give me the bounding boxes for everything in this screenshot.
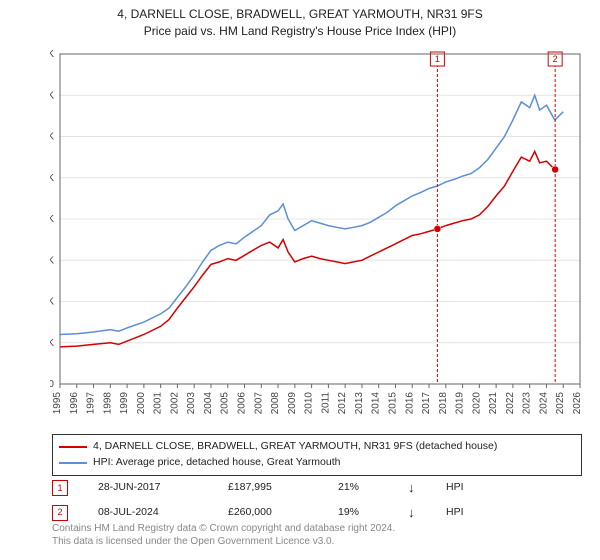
svg-text:2012: 2012 [337,392,348,415]
svg-text:2016: 2016 [404,392,415,415]
svg-text:2014: 2014 [371,392,382,415]
svg-text:2013: 2013 [354,392,365,415]
legend-item: 4, DARNELL CLOSE, BRADWELL, GREAT YARMOU… [59,439,575,455]
svg-text:£0: £0 [50,379,54,390]
svg-text:1996: 1996 [69,392,80,415]
legend-item: HPI: Average price, detached house, Grea… [59,455,575,471]
svg-text:2: 2 [553,54,558,64]
svg-text:2007: 2007 [253,392,264,415]
svg-text:1999: 1999 [119,392,130,415]
svg-text:2024: 2024 [538,392,549,415]
svg-text:1995: 1995 [52,392,63,415]
svg-text:1998: 1998 [102,392,113,415]
svg-text:2006: 2006 [237,392,248,415]
svg-text:2000: 2000 [136,392,147,415]
tx-vs: HPI [446,478,464,498]
svg-text:2005: 2005 [220,392,231,415]
title-line-2: Price paid vs. HM Land Registry's House … [0,23,600,40]
tx-date: 28-JUN-2017 [98,478,208,498]
chart-title: 4, DARNELL CLOSE, BRADWELL, GREAT YARMOU… [0,0,600,40]
tx-date: 08-JUL-2024 [98,503,208,523]
legend-swatch [59,446,87,448]
legend-label: 4, DARNELL CLOSE, BRADWELL, GREAT YARMOU… [93,439,497,455]
svg-text:£50K: £50K [50,338,54,349]
tx-marker-icon: 2 [52,505,68,521]
footnote-line: Contains HM Land Registry data © Crown c… [52,522,582,535]
svg-text:2003: 2003 [186,392,197,415]
footnote: Contains HM Land Registry data © Crown c… [52,522,582,548]
tx-pct: 19% [338,503,388,523]
svg-text:£400K: £400K [50,49,54,60]
svg-text:1: 1 [435,54,440,64]
svg-text:2011: 2011 [320,392,331,414]
svg-text:2021: 2021 [488,392,499,415]
svg-text:2017: 2017 [421,392,432,415]
title-line-1: 4, DARNELL CLOSE, BRADWELL, GREAT YARMOU… [0,6,600,23]
svg-text:2022: 2022 [505,392,516,415]
svg-text:2018: 2018 [438,392,449,415]
svg-text:2001: 2001 [153,392,164,415]
tx-vs: HPI [446,503,464,523]
svg-text:£150K: £150K [50,255,54,266]
svg-text:2004: 2004 [203,392,214,415]
svg-text:2019: 2019 [455,392,466,415]
svg-text:£200K: £200K [50,214,54,225]
svg-text:2002: 2002 [169,392,180,415]
svg-text:2026: 2026 [572,392,583,415]
line-chart: £0 £50K £100K £150K £200K £250K £300K £350K £400… [50,44,590,424]
svg-text:2009: 2009 [287,392,298,415]
legend-label: HPI: Average price, detached house, Grea… [93,455,340,471]
svg-text:2023: 2023 [522,392,533,415]
svg-text:1997: 1997 [86,392,97,415]
transaction-row: 1 28-JUN-2017 £187,995 21% ↓ HPI [52,476,582,501]
arrow-down-icon: ↓ [408,476,426,501]
tx-price: £260,000 [228,503,318,523]
tx-price: £187,995 [228,478,318,498]
svg-text:2015: 2015 [387,392,398,415]
svg-text:2010: 2010 [304,392,315,415]
svg-text:£250K: £250K [50,173,54,184]
tx-marker-icon: 1 [52,480,68,496]
transaction-table: 1 28-JUN-2017 £187,995 21% ↓ HPI 2 08-JU… [52,476,582,525]
svg-text:2020: 2020 [471,392,482,415]
svg-text:£350K: £350K [50,90,54,101]
footnote-line: This data is licensed under the Open Gov… [52,535,582,548]
svg-text:£100K: £100K [50,297,54,308]
legend-swatch [59,462,87,464]
legend: 4, DARNELL CLOSE, BRADWELL, GREAT YARMOU… [52,434,582,476]
svg-text:£300K: £300K [50,132,54,143]
svg-text:2008: 2008 [270,392,281,415]
svg-text:2025: 2025 [555,392,566,415]
tx-pct: 21% [338,478,388,498]
